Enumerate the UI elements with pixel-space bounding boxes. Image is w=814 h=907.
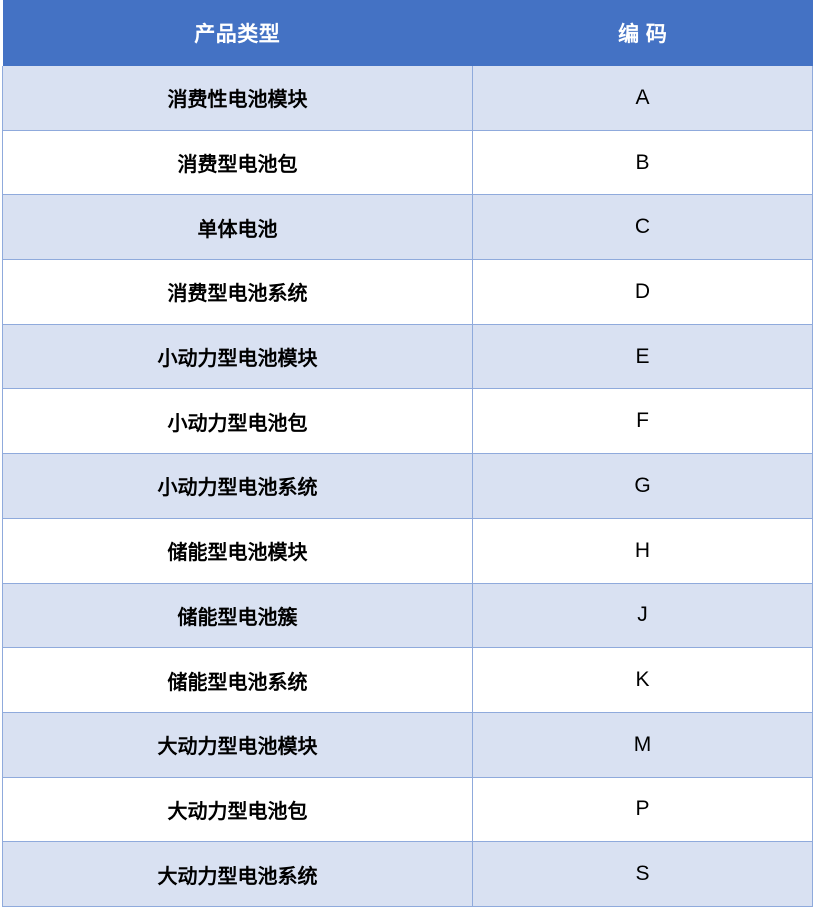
table-row: 消费型电池包 B [2,129,813,196]
cell-product-type: 小动力型电池包 [2,388,473,455]
cell-product-type: 储能型电池簇 [2,582,473,649]
cell-product-type: 大动力型电池系统 [2,841,473,907]
cell-product-type: 储能型电池系统 [2,647,473,713]
cell-product-type: 大动力型电池模块 [2,711,473,778]
cell-product-type: 单体电池 [2,194,473,261]
table-row: 消费型电池系统 D [2,259,813,325]
table-row: 单体电池 C [2,194,813,261]
table-row: 大动力型电池模块 M [2,711,813,778]
cell-product-type: 储能型电池模块 [2,517,473,584]
cell-code: G [472,453,813,519]
column-header-product-type: 产品类型 [2,0,473,66]
header-row: 产品类型 编 码 [2,0,813,66]
column-header-code: 编 码 [618,23,668,46]
cell-code: J [472,582,813,649]
table-row: 大动力型电池包 P [2,776,813,843]
table-row: 小动力型电池包 F [2,388,813,455]
cell-code: M [472,711,813,778]
table-row: 消费性电池模块 A [2,66,813,131]
table-row: 大动力型电池系统 S [2,841,813,907]
table-row: 储能型电池簇 J [2,582,813,649]
cell-code: P [472,776,813,843]
cell-code: A [472,66,813,131]
cell-product-type: 消费型电池包 [2,129,473,196]
cell-product-type: 消费型电池系统 [2,259,473,325]
cell-code: E [472,323,813,390]
table-header: 产品类型 编 码 [2,0,813,66]
cell-code: B [472,129,813,196]
cell-code: S [472,841,813,907]
cell-code: K [472,647,813,713]
cell-product-type: 消费性电池模块 [2,66,473,131]
table-row: 小动力型电池模块 E [2,323,813,390]
table-row: 储能型电池模块 H [2,517,813,584]
table-row: 储能型电池系统 K [2,647,813,713]
cell-product-type: 大动力型电池包 [2,776,473,843]
cell-product-type: 小动力型电池系统 [2,453,473,519]
cell-code: H [472,517,813,584]
cell-code: C [472,194,813,261]
cell-code: D [472,259,813,325]
cell-product-type: 小动力型电池模块 [2,323,473,390]
table-row: 小动力型电池系统 G [2,453,813,519]
cell-code: F [472,388,813,455]
table-body: 消费性电池模块 A 消费型电池包 B 单体电池 C 消费型电池系统 D 小动力型电池模块 E 小动力… [2,66,813,907]
